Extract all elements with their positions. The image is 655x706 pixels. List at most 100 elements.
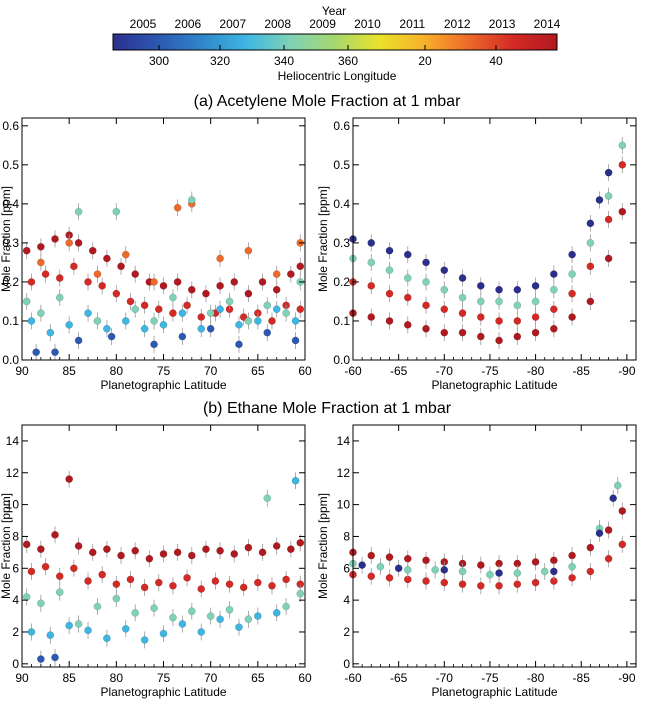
data-point	[531, 313, 540, 321]
data-point	[531, 578, 540, 587]
data-point	[55, 572, 64, 581]
data-point	[216, 546, 224, 555]
x-axis-label: Planetographic Latitude	[431, 685, 557, 699]
data-point	[107, 332, 116, 341]
data-point	[476, 297, 485, 306]
data-point	[112, 207, 121, 216]
data-point	[422, 324, 430, 333]
data-point	[440, 266, 449, 275]
data-point	[513, 285, 522, 294]
y-axis-label: Mole Fraction [ppm]	[0, 186, 13, 292]
data-point	[476, 581, 485, 590]
data-point	[586, 262, 595, 271]
colorbar-longitude-tick-300: 300	[149, 54, 169, 68]
data-point	[253, 578, 262, 587]
data-point	[211, 577, 220, 585]
data-point	[37, 545, 45, 554]
data-point	[403, 554, 412, 563]
data-point	[173, 548, 182, 557]
x-tick-label: -70	[436, 671, 454, 685]
data-point	[609, 494, 618, 503]
data-point	[618, 207, 627, 216]
data-point	[458, 274, 467, 282]
data-point	[88, 246, 97, 255]
data-point	[394, 564, 403, 573]
data-point	[93, 317, 102, 325]
x-tick-label: -75	[481, 671, 499, 685]
data-point	[74, 542, 83, 550]
x-tick-label: -65	[390, 671, 408, 685]
y-tick-label: 2	[12, 625, 19, 639]
data-point	[376, 562, 385, 571]
section-title-ethane: (b) Ethane Mole Fraction at 1 mbar	[203, 400, 452, 417]
data-point	[513, 317, 522, 325]
data-point	[422, 577, 430, 585]
data-point	[112, 580, 121, 589]
data-point	[568, 250, 576, 259]
data-point	[55, 293, 64, 302]
colorbar-longitude-tick-340: 340	[274, 54, 294, 68]
data-point	[169, 309, 177, 318]
data-point	[287, 270, 295, 278]
y-tick-label: 4	[12, 593, 19, 607]
data-point	[159, 321, 168, 329]
data-point	[422, 556, 430, 565]
data-point	[70, 262, 78, 271]
data-point	[258, 548, 267, 557]
data-point	[440, 566, 449, 574]
data-point	[84, 626, 92, 635]
data-point	[187, 196, 196, 204]
data-point	[22, 593, 31, 601]
data-point	[197, 585, 206, 593]
data-point	[604, 168, 613, 177]
data-point	[618, 540, 627, 549]
data-point	[291, 336, 300, 345]
x-tick-label: -65	[390, 364, 408, 378]
data-point	[225, 605, 234, 614]
data-point	[549, 305, 558, 314]
data-point	[178, 332, 187, 341]
colorbar-year-ticks: 2005 2006 2007 2008 2009 2010 2011 2012 2013 2014	[130, 17, 561, 39]
colorbar-longitude-label: Heliocentric Longitude	[278, 69, 397, 83]
data-point	[55, 274, 64, 282]
data-point	[187, 551, 196, 560]
y-tick-label: 0.1	[2, 314, 19, 328]
data-point	[568, 270, 576, 278]
data-point	[244, 615, 253, 624]
data-point	[131, 270, 140, 278]
data-point	[216, 254, 224, 263]
data-point	[604, 254, 613, 263]
data-point	[613, 481, 622, 490]
data-point	[440, 578, 449, 587]
x-tick-label: -90	[618, 364, 636, 378]
data-point	[74, 207, 83, 216]
colorbar-year-tick-2005: 2005	[130, 17, 157, 31]
y-tick-label: 12	[337, 466, 351, 480]
data-point	[458, 309, 467, 318]
data-point	[604, 526, 613, 534]
data-point	[140, 636, 149, 644]
data-point	[604, 215, 613, 224]
data-point	[206, 612, 215, 620]
data-point	[486, 570, 494, 579]
data-point	[540, 567, 549, 576]
data-point	[230, 278, 239, 286]
data-point	[422, 278, 430, 286]
data-point	[65, 239, 74, 247]
data-point	[495, 285, 503, 294]
data-point	[244, 317, 253, 325]
data-point	[296, 262, 305, 271]
data-point	[140, 583, 149, 592]
data-point	[112, 594, 121, 603]
x-tick-label: 65	[251, 364, 265, 378]
colorbar-longitude-tick-40: 40	[489, 54, 503, 68]
data-point	[458, 567, 467, 576]
data-point	[358, 561, 366, 569]
data-point	[476, 332, 485, 341]
data-point	[403, 566, 412, 574]
data-point	[145, 554, 154, 563]
data-point	[173, 278, 182, 286]
y-tick-label: 0.4	[333, 197, 350, 211]
data-point	[178, 309, 187, 318]
data-point	[140, 301, 149, 310]
